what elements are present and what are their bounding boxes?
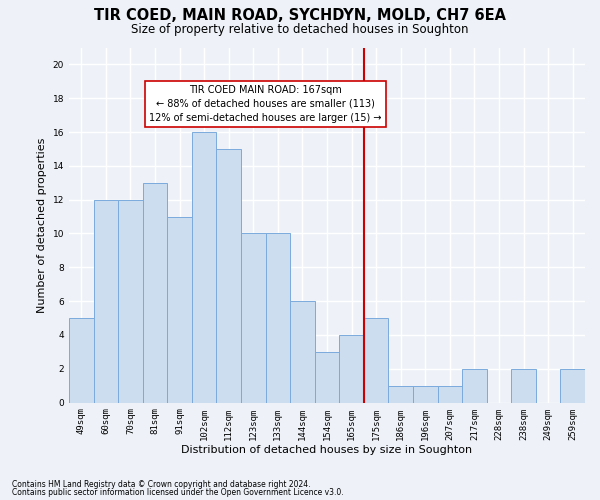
- Bar: [266, 234, 290, 402]
- Bar: [143, 182, 167, 402]
- Bar: [192, 132, 217, 402]
- Bar: [364, 318, 388, 402]
- Text: TIR COED, MAIN ROAD, SYCHDYN, MOLD, CH7 6EA: TIR COED, MAIN ROAD, SYCHDYN, MOLD, CH7 …: [94, 8, 506, 22]
- Text: Size of property relative to detached houses in Soughton: Size of property relative to detached ho…: [131, 22, 469, 36]
- Bar: [290, 301, 315, 402]
- Bar: [560, 368, 585, 402]
- Bar: [462, 368, 487, 402]
- Y-axis label: Number of detached properties: Number of detached properties: [37, 138, 47, 312]
- Bar: [69, 318, 94, 402]
- Bar: [217, 149, 241, 403]
- Bar: [315, 352, 339, 403]
- Bar: [118, 200, 143, 402]
- Bar: [339, 335, 364, 402]
- Bar: [94, 200, 118, 402]
- Text: Contains HM Land Registry data © Crown copyright and database right 2024.: Contains HM Land Registry data © Crown c…: [12, 480, 311, 489]
- Bar: [413, 386, 437, 402]
- Bar: [167, 216, 192, 402]
- Text: Contains public sector information licensed under the Open Government Licence v3: Contains public sector information licen…: [12, 488, 344, 497]
- Text: TIR COED MAIN ROAD: 167sqm
← 88% of detached houses are smaller (113)
12% of sem: TIR COED MAIN ROAD: 167sqm ← 88% of deta…: [149, 84, 382, 122]
- X-axis label: Distribution of detached houses by size in Soughton: Distribution of detached houses by size …: [181, 445, 473, 455]
- Bar: [437, 386, 462, 402]
- Bar: [388, 386, 413, 402]
- Bar: [511, 368, 536, 402]
- Bar: [241, 234, 266, 402]
